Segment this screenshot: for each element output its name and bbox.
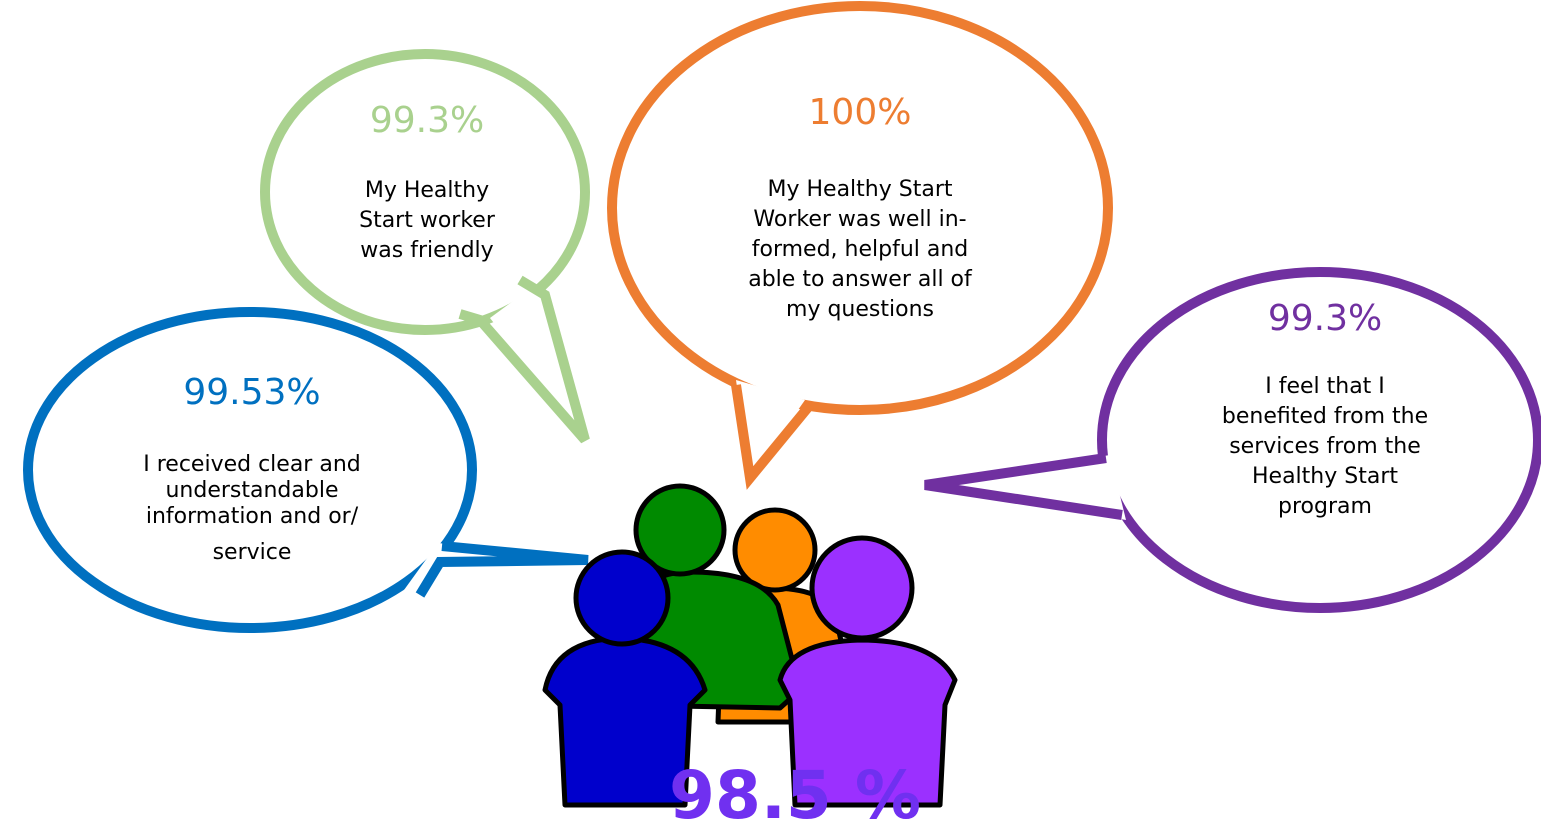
- bubble-tail: [736, 380, 805, 478]
- bubble-statement: information and or/: [146, 504, 359, 529]
- bubble-outline: [260, 49, 590, 335]
- person: [542, 549, 708, 808]
- bubble-outline: [23, 307, 477, 633]
- speech-bubble: [924, 267, 1541, 613]
- bubble-tail: [924, 453, 1123, 520]
- bubble-statement: benefited from the: [1222, 404, 1428, 429]
- bubble-tail: [415, 541, 589, 598]
- bubble-statement: program: [1278, 494, 1372, 519]
- bubble-tail: [490, 284, 585, 440]
- bubble-percent: 99.53%: [183, 372, 320, 413]
- bubble-statement: Start worker: [359, 208, 496, 233]
- bubble-percent: 99.3%: [370, 100, 484, 141]
- bubble-tail: [458, 275, 590, 444]
- bubble-statement: My Healthy Start: [768, 177, 953, 202]
- bubble-percent: 100%: [809, 92, 912, 133]
- overall-percent: 98.5 %: [669, 757, 921, 834]
- bubble-statement: service: [213, 540, 292, 565]
- bubble-statement: my questions: [786, 297, 934, 322]
- bubble-statement: Worker was well in-: [753, 207, 966, 232]
- bubble-statement: formed, helpful and: [752, 237, 969, 262]
- bubble-statement: was friendly: [360, 238, 493, 263]
- bubble-statement: able to answer all of: [748, 267, 973, 292]
- bubble-outline: [1097, 267, 1541, 613]
- bubble-statement: understandable: [165, 478, 338, 503]
- people-illustration: [542, 483, 958, 808]
- speech-bubble: [260, 49, 590, 444]
- bubble-statement: services from the: [1229, 434, 1421, 459]
- bubble-percent: 99.3%: [1268, 298, 1382, 339]
- speech-bubble: [607, 1, 1113, 490]
- bubble-statement: I feel that I: [1265, 374, 1385, 399]
- bubble-outline: [607, 1, 1113, 415]
- bubble-tail: [731, 384, 814, 490]
- person: [777, 535, 958, 808]
- bubble-tail: [404, 543, 588, 590]
- bubble-statement: Healthy Start: [1252, 464, 1398, 489]
- bubble-statement: My Healthy: [365, 178, 489, 203]
- bubble-statement: I received clear and: [143, 452, 361, 477]
- speech-bubble: [23, 307, 589, 633]
